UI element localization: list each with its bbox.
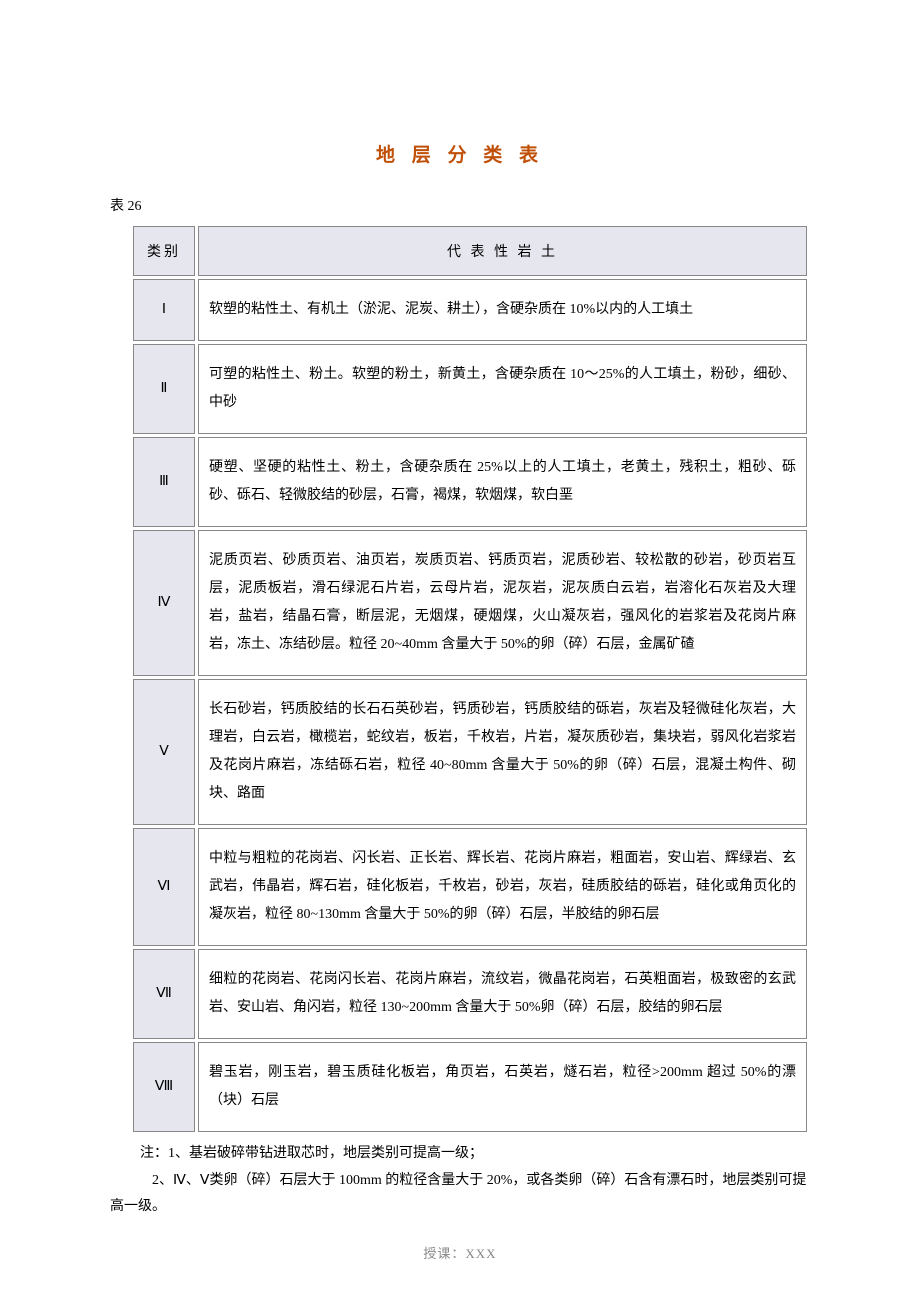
content-cell: 泥质页岩、砂质页岩、油页岩，炭质页岩、钙质页岩，泥质砂岩、较松散的砂岩，砂页岩互… <box>198 530 807 676</box>
category-cell: Ⅲ <box>133 437 195 527</box>
table-row: Ⅳ 泥质页岩、砂质页岩、油页岩，炭质页岩、钙质页岩，泥质砂岩、较松散的砂岩，砂页… <box>133 530 807 676</box>
header-rocks: 代 表 性 岩 土 <box>198 226 807 276</box>
classification-table: 类别 代 表 性 岩 土 Ⅰ 软塑的粘性土、有机土（淤泥、泥炭、耕土），含硬杂质… <box>130 223 810 1135</box>
table-row: Ⅲ 硬塑、坚硬的粘性土、粉土，含硬杂质在 25%以上的人工填土，老黄土，残积土，… <box>133 437 807 527</box>
category-cell: Ⅳ <box>133 530 195 676</box>
category-cell: Ⅶ <box>133 949 195 1039</box>
note-line-1: 注：1、基岩破碎带钻进取芯时，地层类别可提高一级； <box>140 1141 810 1168</box>
content-cell: 可塑的粘性土、粉土。软塑的粉土，新黄土，含硬杂质在 10～25%的人工填土，粉砂… <box>198 344 807 434</box>
footer-text: 授课：XXX <box>110 1243 810 1262</box>
table-row: Ⅴ 长石砂岩，钙质胶结的长石石英砂岩，钙质砂岩，钙质胶结的砾岩，灰岩及轻微硅化灰… <box>133 679 807 825</box>
category-cell: Ⅱ <box>133 344 195 434</box>
content-cell: 细粒的花岗岩、花岗闪长岩、花岗片麻岩，流纹岩，微晶花岗岩，石英粗面岩，极致密的玄… <box>198 949 807 1039</box>
page-title: 地 层 分 类 表 <box>110 140 810 167</box>
table-row: Ⅵ 中粒与粗粒的花岗岩、闪长岩、正长岩、辉长岩、花岗片麻岩，粗面岩，安山岩、辉绿… <box>133 828 807 946</box>
table-row: Ⅰ 软塑的粘性土、有机土（淤泥、泥炭、耕土），含硬杂质在 10%以内的人工填土 <box>133 279 807 341</box>
category-cell: Ⅴ <box>133 679 195 825</box>
content-cell: 软塑的粘性土、有机土（淤泥、泥炭、耕土），含硬杂质在 10%以内的人工填土 <box>198 279 807 341</box>
note-line-2: 2、Ⅳ、Ⅴ类卵（碎）石层大于 100mm 的粒径含量大于 20%，或各类卵（碎）… <box>110 1168 810 1221</box>
content-cell: 碧玉岩，刚玉岩，碧玉质硅化板岩，角页岩，石英岩，燧石岩，粒径>200mm 超过 … <box>198 1042 807 1132</box>
table-row: Ⅶ 细粒的花岗岩、花岗闪长岩、花岗片麻岩，流纹岩，微晶花岗岩，石英粗面岩，极致密… <box>133 949 807 1039</box>
content-cell: 硬塑、坚硬的粘性土、粉土，含硬杂质在 25%以上的人工填土，老黄土，残积土，粗砂… <box>198 437 807 527</box>
table-row: Ⅱ 可塑的粘性土、粉土。软塑的粉土，新黄土，含硬杂质在 10～25%的人工填土，… <box>133 344 807 434</box>
category-cell: Ⅵ <box>133 828 195 946</box>
content-cell: 长石砂岩，钙质胶结的长石石英砂岩，钙质砂岩，钙质胶结的砾岩，灰岩及轻微硅化灰岩，… <box>198 679 807 825</box>
category-cell: Ⅰ <box>133 279 195 341</box>
category-cell: Ⅷ <box>133 1042 195 1132</box>
content-cell: 中粒与粗粒的花岗岩、闪长岩、正长岩、辉长岩、花岗片麻岩，粗面岩，安山岩、辉绿岩、… <box>198 828 807 946</box>
table-row: Ⅷ 碧玉岩，刚玉岩，碧玉质硅化板岩，角页岩，石英岩，燧石岩，粒径>200mm 超… <box>133 1042 807 1132</box>
header-category: 类别 <box>133 226 195 276</box>
notes-section: 注：1、基岩破碎带钻进取芯时，地层类别可提高一级；2、Ⅳ、Ⅴ类卵（碎）石层大于 … <box>140 1141 810 1221</box>
table-number-label: 表 26 <box>110 195 810 215</box>
